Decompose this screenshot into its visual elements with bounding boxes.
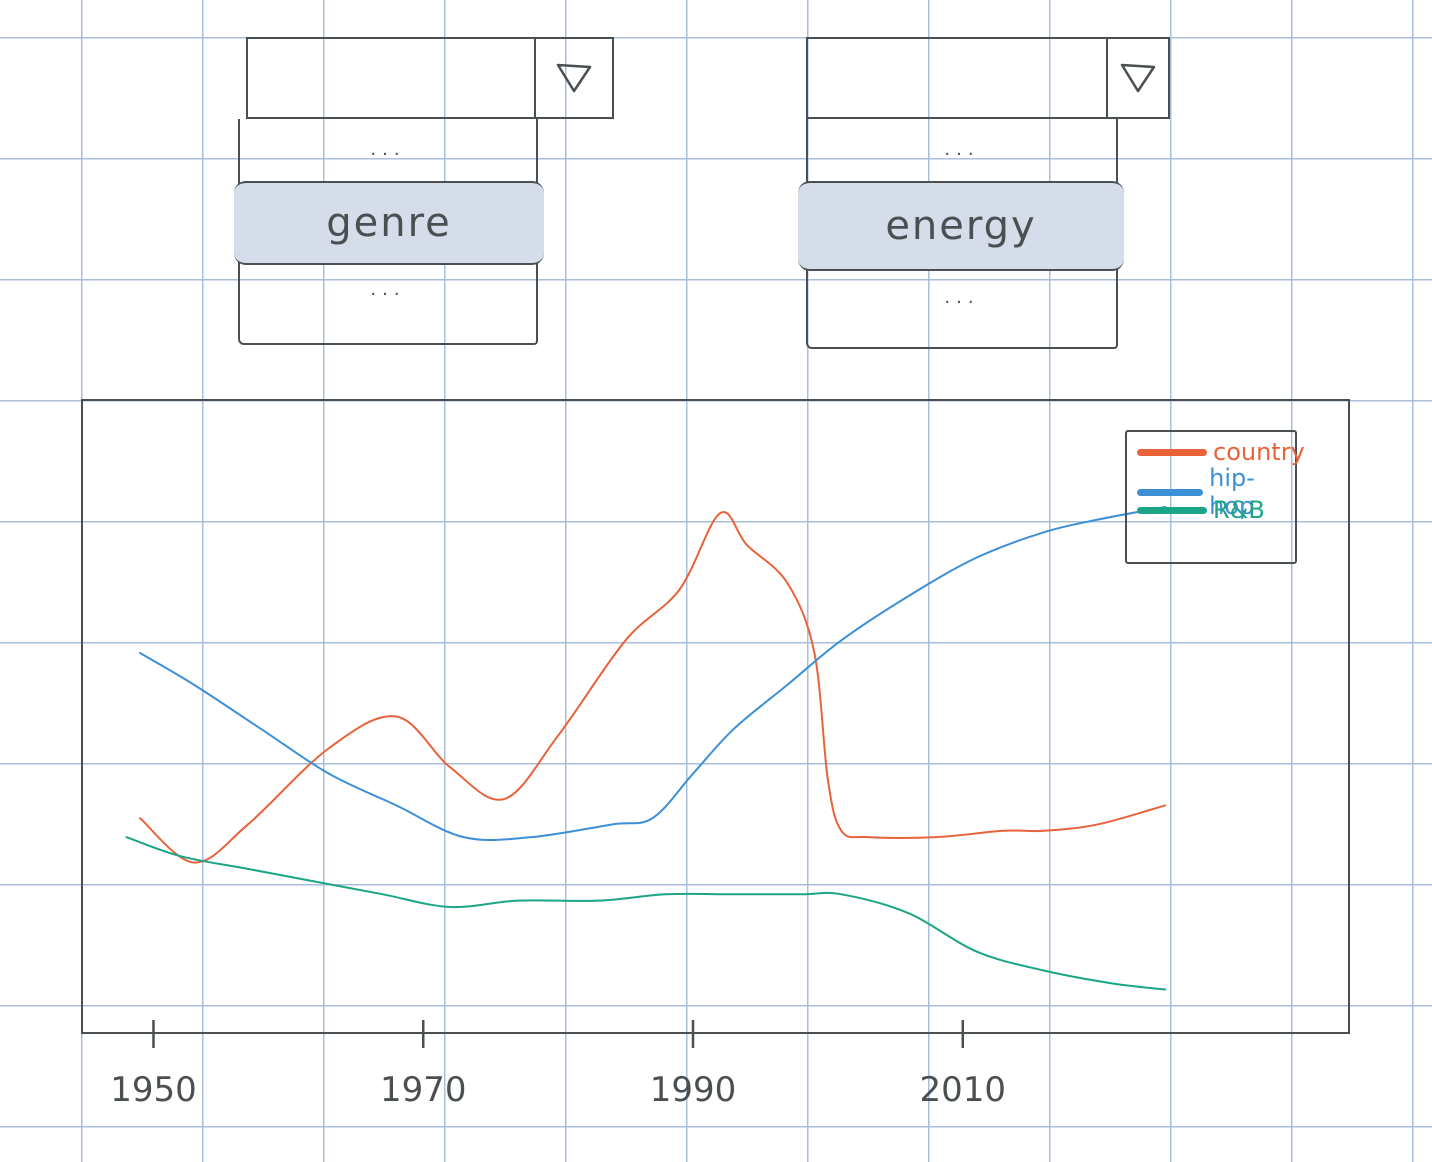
x-axis-option-above[interactable]: ... [370,139,406,160]
legend-swatch-country [1137,448,1207,456]
x-tick-label: 1990 [649,1070,737,1110]
chevron-down-icon [556,63,592,93]
x-axis-dropdown-toggle[interactable] [534,37,614,119]
y-axis-option-above[interactable]: ... [944,139,980,160]
chevron-down-icon [1120,63,1156,93]
y-axis-dropdown-toggle[interactable] [1106,37,1170,119]
x-axis-selected-label: genre [326,200,452,246]
y-axis-selected-label: energy [885,203,1037,249]
x-axis-dropdown[interactable]: ... genre ... [234,37,616,347]
x-axis-option-selected[interactable]: genre [234,181,544,265]
chart-legend: country hip-hop R&B [1125,430,1305,564]
legend-swatch-hip-hop [1137,488,1204,496]
chart-frame [81,399,1350,1034]
x-tick-label: 2010 [919,1070,1007,1110]
y-axis-options-list: ... energy ... [798,119,1124,349]
series-line-hip-hop [139,505,1167,842]
x-axis-options-list: ... genre ... [234,119,544,345]
series-line-r-b [125,836,1167,991]
x-tick-label: 1950 [110,1070,197,1110]
y-axis-option-selected[interactable]: energy [798,181,1124,271]
series-line-country [139,511,1167,864]
x-tick-label: 1970 [379,1070,467,1110]
legend-label-country: country [1213,438,1305,466]
legend-item-country[interactable]: country [1137,438,1305,466]
y-axis-option-below[interactable]: ... [944,287,980,308]
legend-label-rnb: R&B [1213,496,1265,524]
y-axis-dropdown[interactable]: ... energy ... [798,37,1172,353]
x-axis-option-below[interactable]: ... [370,279,406,300]
legend-swatch-rnb [1137,506,1207,514]
legend-item-rnb[interactable]: R&B [1137,496,1265,524]
legend-label-hip-hop: hip-hop [1209,464,1255,520]
legend-item-hip-hop[interactable]: hip-hop [1137,464,1295,520]
